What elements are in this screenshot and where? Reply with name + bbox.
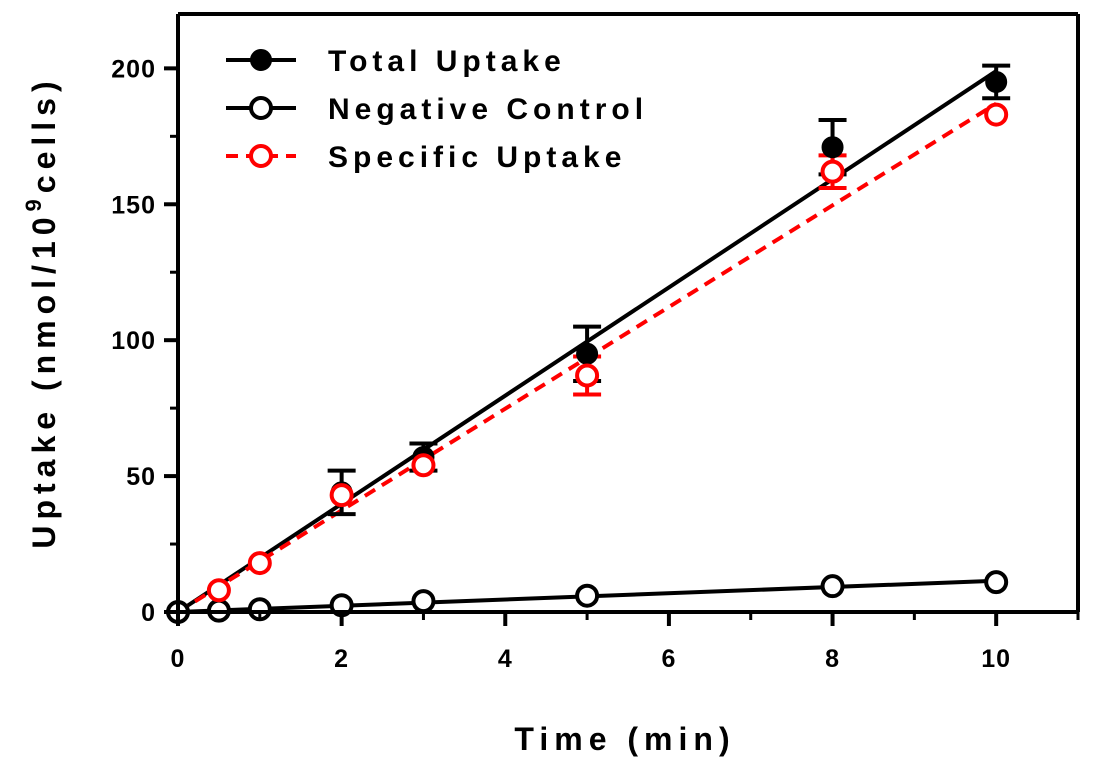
data-point <box>411 453 436 478</box>
data-point <box>820 574 845 599</box>
y-axis-title: Uptake (nmol/109cells) <box>21 75 62 548</box>
x-tick-label: 4 <box>498 645 513 673</box>
data-point <box>985 70 1008 93</box>
x-tick-label: 10 <box>981 645 1011 673</box>
data-point <box>820 159 845 184</box>
x-tick-label: 0 <box>171 645 186 673</box>
legend-marker <box>250 49 272 71</box>
axes: 0 50 100 150 200 0 2 4 6 8 10 <box>111 12 1080 673</box>
y-tick-label: 50 <box>126 463 156 491</box>
x-tick-label: 2 <box>334 645 349 673</box>
y-axis-title-superscript: 9 <box>21 193 46 211</box>
data-point <box>575 363 600 388</box>
legend-marker <box>249 96 273 120</box>
x-tick-label: 8 <box>825 645 840 673</box>
y-tick-label: 0 <box>141 599 156 627</box>
data-point <box>247 551 272 576</box>
y-axis-title-end: cells) <box>26 75 62 193</box>
legend-label: Specific Uptake <box>328 141 626 174</box>
data-point <box>206 578 231 603</box>
y-tick-label: 200 <box>111 55 156 83</box>
legend-label: Total Uptake <box>328 45 566 78</box>
y-tick-label: 100 <box>111 327 156 355</box>
legend-marker <box>249 144 273 168</box>
data-point <box>411 589 436 614</box>
x-axis-title: Time (min) <box>514 721 735 757</box>
x-tick-label: 6 <box>661 645 676 673</box>
data-point <box>576 342 599 365</box>
y-axis-title-main: Uptake (nmol/10 <box>26 211 62 548</box>
data-point <box>329 483 354 508</box>
data-point <box>575 583 600 608</box>
data-point <box>984 570 1009 595</box>
y-tick-label: 150 <box>111 191 156 219</box>
data-point <box>821 136 844 159</box>
data-point <box>984 102 1009 127</box>
legend-label: Negative Control <box>328 93 648 126</box>
legend: Total Uptake Negative Control Specific Upt… <box>226 45 648 174</box>
